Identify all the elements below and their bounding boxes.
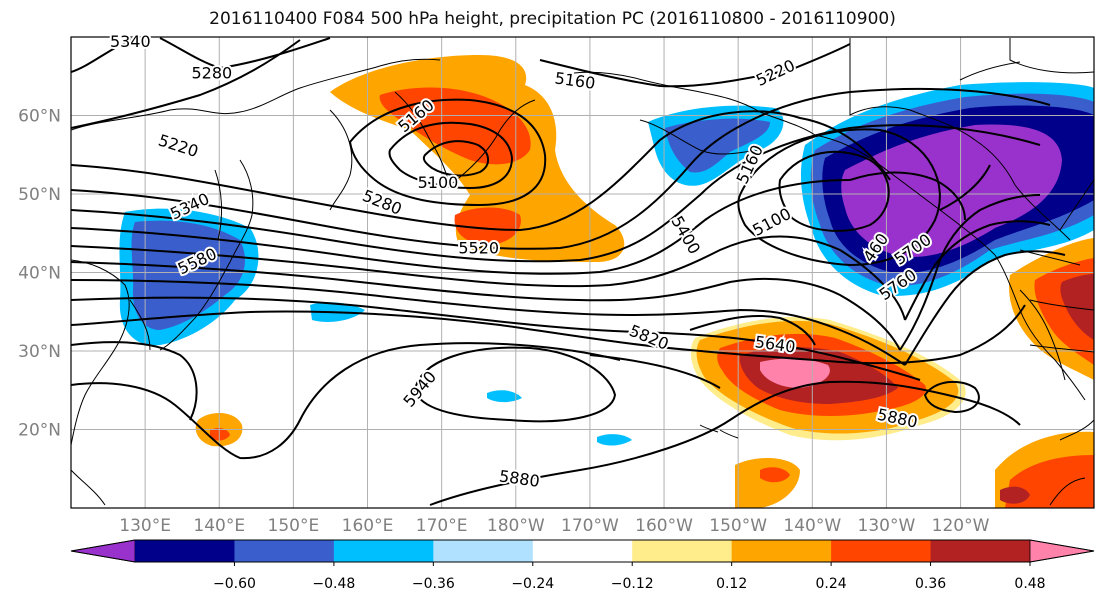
colorbar xyxy=(70,539,1095,563)
colorbar-tick-label: −0.48 xyxy=(312,576,355,592)
contour-label-text: 5220 xyxy=(156,130,201,161)
lon-tick-label: 120°W xyxy=(932,516,990,536)
lon-tick-label: 130°E xyxy=(119,516,171,536)
contour-label-text: 5520 xyxy=(458,238,499,257)
contour-label-halo: 5100 xyxy=(418,173,459,192)
colorbar-extend-low xyxy=(70,539,136,563)
lat-tick-label: 60°N xyxy=(18,107,61,127)
colorbar-tick-labels: −0.60 −0.48 −0.36 −0.24 −0.12 0.12 0.24 0.36 0.4… xyxy=(213,562,1046,592)
colorbar-outline xyxy=(70,539,1095,563)
colorbar-bin xyxy=(234,540,335,562)
colorbar-tick-label: 0.36 xyxy=(915,576,946,592)
colorbar-tick-label: −0.12 xyxy=(611,576,654,592)
contour-label-text: 5220 xyxy=(753,56,798,90)
colorbar-bin xyxy=(135,540,235,562)
colorbar-bin xyxy=(433,540,534,562)
contour-label-text: 5820 xyxy=(627,321,672,354)
lon-tick-label: 150°E xyxy=(268,516,320,536)
colorbar-bin xyxy=(532,540,633,562)
contour-label-text: 5100 xyxy=(749,204,794,240)
map-grid xyxy=(71,37,1094,508)
lon-tick-label: 160°W xyxy=(635,516,693,536)
colorbar-tick-label: −0.24 xyxy=(511,576,554,592)
colorbar-bin xyxy=(333,540,434,562)
height-contours xyxy=(71,37,1066,506)
lat-tick-label: 50°N xyxy=(18,185,61,205)
contour-label-text: 5400 xyxy=(667,213,704,258)
colorbar-bin xyxy=(632,540,733,562)
map-title: 2016110400 F084 500 hPa height, precipit… xyxy=(209,9,896,29)
colorbar-bin xyxy=(831,540,932,562)
lon-tick-label: 140°E xyxy=(193,516,245,536)
lat-tick-label: 20°N xyxy=(18,421,61,441)
colorbar-tick-label: 0.24 xyxy=(816,576,847,592)
contour-label-text: 5280 xyxy=(360,186,405,219)
lat-tick-label: 40°N xyxy=(18,264,61,284)
contour-label-text: 5880 xyxy=(498,466,541,490)
colorbar-bin xyxy=(731,540,832,562)
lon-tick-label: 160°E xyxy=(342,516,394,536)
plot-frame xyxy=(70,36,1095,509)
colorbar-tick-label: −0.60 xyxy=(213,576,256,592)
contour-label-text: 5940 xyxy=(399,367,440,410)
contour-label-text: 5340 xyxy=(110,32,151,51)
colorbar-bin xyxy=(930,540,1031,562)
contour-label-halo: 5340 xyxy=(110,32,151,51)
contour-label-halo: 5280 xyxy=(191,63,232,82)
longitude-tick-labels: 130°E 140°E 150°E 160°E 170°E 180°W 170°W 160°W… xyxy=(119,516,989,536)
lon-tick-label: 170°W xyxy=(561,516,619,536)
contour-label-text: 5100 xyxy=(418,173,459,192)
lon-tick-label: 170°E xyxy=(416,516,468,536)
lon-tick-label: 130°W xyxy=(858,516,916,536)
latitude-tick-labels: 20°N 30°N 40°N 50°N 60°N xyxy=(18,107,61,441)
lon-tick-label: 150°W xyxy=(709,516,767,536)
lon-tick-label: 140°W xyxy=(783,516,841,536)
precipitation-shading xyxy=(119,55,1094,508)
contour-label-halo: 5520 xyxy=(458,238,499,257)
lon-tick-label: 180°W xyxy=(487,516,545,536)
colorbar-tick-label: 0.12 xyxy=(716,576,747,592)
colorbar-tick-label: −0.36 xyxy=(412,576,455,592)
colorbar-tick-label: 0.48 xyxy=(1014,576,1045,592)
contour-label-text: 5280 xyxy=(191,63,232,82)
colorbar-extend-high xyxy=(1029,539,1095,563)
lat-tick-label: 30°N xyxy=(18,342,61,362)
